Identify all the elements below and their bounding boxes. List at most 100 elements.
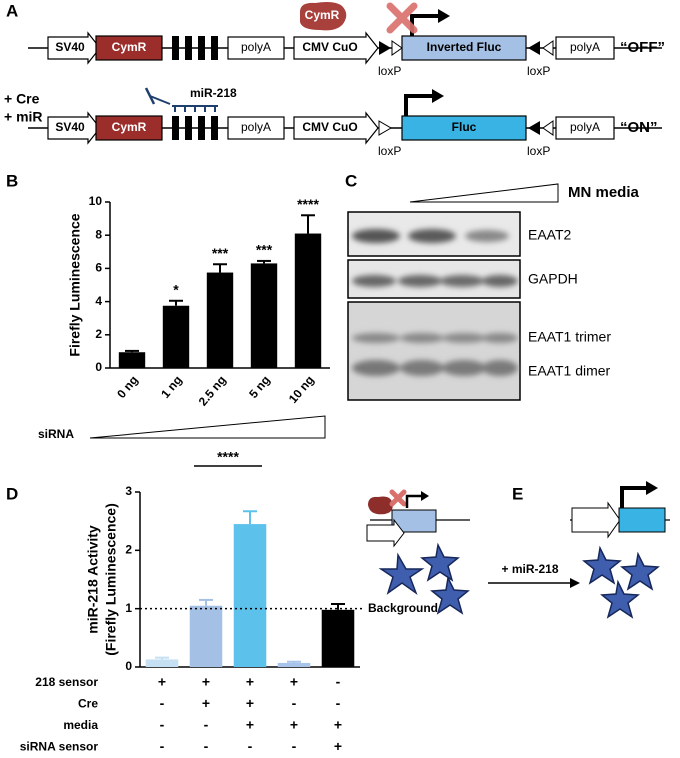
y-tick-label: 8 [95,227,102,241]
y-axis-label: Firefly Luminescence [67,213,83,356]
repressor-protein [300,2,347,31]
y-tick-label: 4 [95,294,102,308]
repressor-gene [95,115,163,141]
state-label: “OFF” [620,39,665,56]
reference-label: Background [368,601,438,615]
band-label: GAPDH [528,271,578,287]
polya-box [555,116,615,140]
loxp-site [528,41,540,55]
bar [233,524,267,667]
x-axis-label: siRNA [38,427,74,441]
polya-box [227,116,285,140]
condition-label: + miR [4,109,43,125]
operator-label: CMV CuO [302,120,357,134]
bar [277,662,311,667]
mirna-binding [144,87,218,112]
condition-sign: - [248,738,253,754]
repressor-gene [95,35,163,61]
condition-sign: + [334,717,342,733]
condition-sign: - [204,717,209,733]
x-tick-label: 1 ng [158,373,185,401]
y-tick-label: 3 [125,484,132,498]
bar [189,605,223,667]
loxp-site [542,120,554,136]
y-tick-label: 10 [89,194,103,208]
polya-box [555,36,615,60]
x-tick-label: 2.5 ng [196,373,229,409]
loxp-label: loxP [378,64,401,78]
row-label: Cre [78,697,98,711]
condition-sign: - [292,695,297,711]
significance: * [173,281,179,297]
condition-sign: + [202,695,210,711]
y-axis-label: (Firefly Luminescence) [103,503,119,656]
significance: *** [212,245,229,261]
loxp-label: loxP [527,144,550,158]
operator [293,31,379,65]
promoter [47,31,101,65]
state-label: “ON” [620,119,658,136]
arrow-label: + miR-218 [501,562,558,576]
condition-sign: + [246,674,254,690]
panel-label: C [345,171,357,190]
reporter [401,115,527,141]
tss-arrow [404,94,434,116]
mirna-label: miR-218 [190,86,237,100]
y-tick-label: 2 [95,327,102,341]
panel-label: A [6,1,18,20]
condition-sign: + [290,674,298,690]
protein-label: CymR [305,8,340,22]
condition-sign: - [160,695,165,711]
condition-sign: + [334,738,342,754]
treatment-label: MN media [568,184,640,201]
bands [352,275,518,287]
tss-arrow [410,14,440,36]
panel-label: B [6,171,18,190]
band-label: EAAT1 trimer [528,329,611,345]
condition-sign: - [336,695,341,711]
row-label: media [63,718,98,732]
blot [347,301,521,401]
bands [352,229,509,243]
panel-c: C MN media EAAT2 GAPDH EAAT1 trimer EAAT… [345,171,640,401]
condition-sign: + [246,717,254,733]
polya-label: polyA [570,40,600,54]
loxp-label: loxP [378,144,401,158]
bar [294,233,322,368]
repressor-label: CymR [112,120,147,134]
y-tick-label: 6 [95,261,102,275]
condition-sign: + [246,695,254,711]
blocked-x [386,2,418,34]
reporter [401,35,527,61]
significance: **** [297,196,319,212]
condition-sign: - [204,738,209,754]
y-tick-label: 2 [125,543,132,557]
mir-sites [172,116,218,140]
tss-arrowhead [432,89,444,103]
operator [293,111,379,145]
x-tick-label: 5 ng [246,373,273,401]
band-label: EAAT1 dimer [528,363,611,379]
panel-label: D [6,484,18,503]
condition-sign: - [160,738,165,754]
condition-sign: + [202,674,210,690]
bar [118,352,146,368]
significance: **** [217,449,239,465]
significance: *** [256,242,273,258]
panel-label: E [512,484,523,503]
row-label: 218 sensor [35,675,98,689]
loxp-site [542,40,554,56]
y-tick-label: 0 [125,659,132,673]
bar [145,659,179,667]
panel-a: A SV40 CymR polyA CymR CMV CuO Inverted … [4,1,665,158]
condition-sign: - [336,674,341,690]
condition-sign: + [290,717,298,733]
operator-label: CMV CuO [302,40,357,54]
panel-e: E + miR-218 [366,481,670,619]
promoter [47,111,101,145]
row-label: siRNA sensor [20,740,99,754]
y-axis-label: miR-218 Activity [85,525,101,634]
loxp-site [528,121,540,135]
promoter-label: SV40 [55,120,85,134]
